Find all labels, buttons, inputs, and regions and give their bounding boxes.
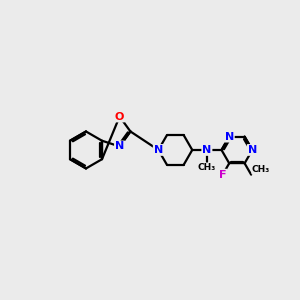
Text: CH₃: CH₃ bbox=[198, 163, 216, 172]
Text: CH₃: CH₃ bbox=[252, 165, 270, 174]
Text: N: N bbox=[115, 141, 124, 152]
Text: N: N bbox=[248, 145, 257, 155]
Text: N: N bbox=[154, 145, 163, 155]
Text: O: O bbox=[115, 112, 124, 122]
Text: N: N bbox=[225, 132, 234, 142]
Text: N: N bbox=[202, 145, 212, 155]
Text: F: F bbox=[219, 169, 226, 180]
